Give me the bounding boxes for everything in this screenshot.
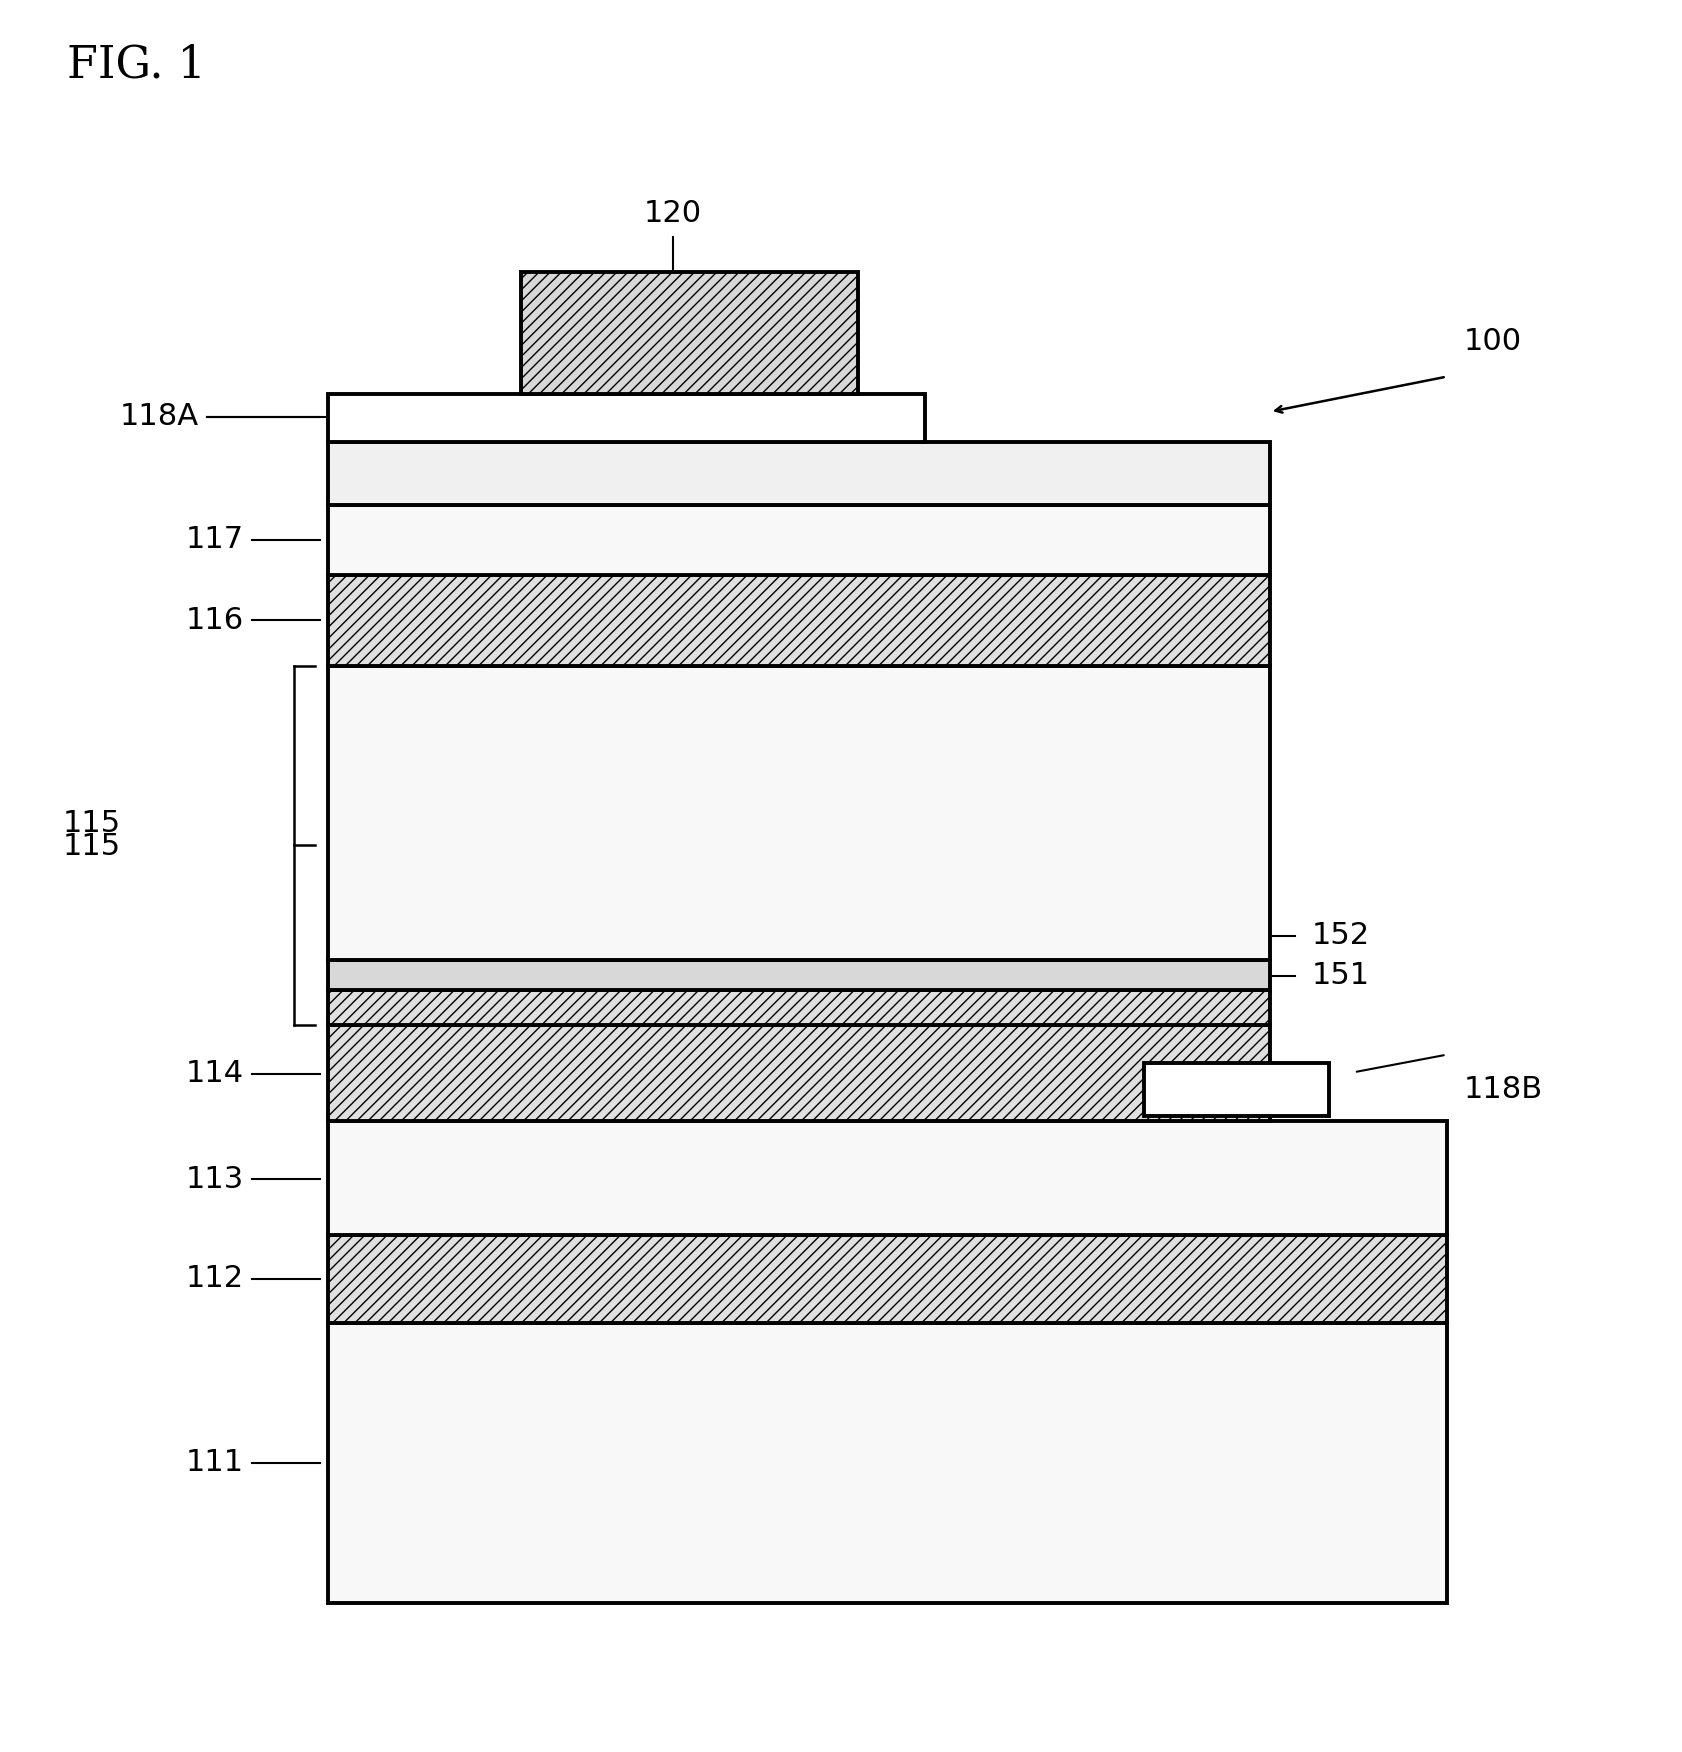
Text: 100: 100 [1463, 328, 1522, 356]
Bar [328, 505, 1270, 575]
Bar [328, 990, 1270, 1025]
Text: 117: 117 [185, 526, 244, 554]
Text: 116: 116 [185, 606, 244, 634]
Bar [328, 575, 1270, 666]
Bar [1144, 1063, 1329, 1116]
Text: 112: 112 [185, 1265, 244, 1293]
Text: 120: 120 [644, 198, 701, 228]
Bar [521, 272, 858, 394]
Text: 113: 113 [185, 1165, 244, 1193]
Text: 118A: 118A [119, 403, 198, 431]
Text: 115: 115 [62, 809, 121, 837]
Bar [328, 394, 925, 442]
Bar [328, 442, 1270, 505]
Text: 115: 115 [62, 832, 121, 860]
Text: 152: 152 [1312, 922, 1371, 950]
Bar [328, 1235, 1447, 1323]
Bar [328, 1121, 1447, 1235]
Text: FIG. 1: FIG. 1 [67, 44, 207, 88]
Text: 151: 151 [1312, 962, 1371, 990]
Text: 114: 114 [185, 1060, 244, 1088]
Text: 118B: 118B [1463, 1076, 1542, 1104]
Bar [328, 666, 1270, 960]
Bar [328, 960, 1270, 990]
Text: 111: 111 [185, 1449, 244, 1477]
Bar [328, 1025, 1270, 1121]
Bar [328, 1323, 1447, 1603]
